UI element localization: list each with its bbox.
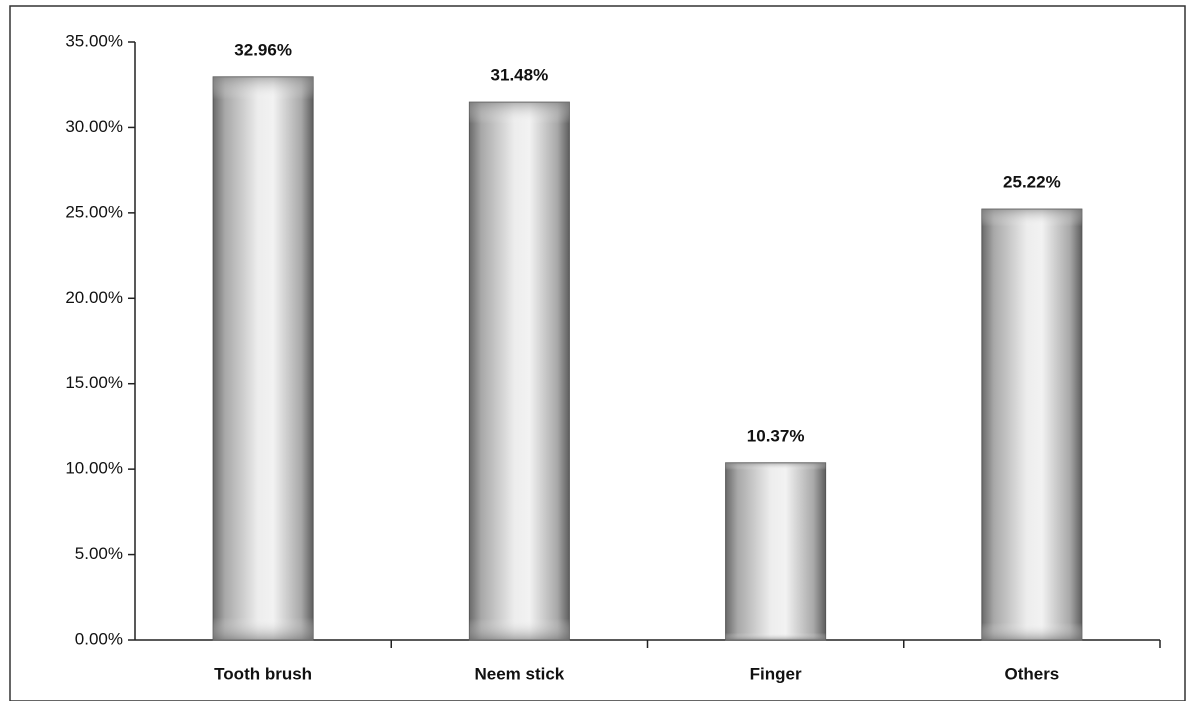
y-tick-label: 30.00%: [65, 117, 123, 136]
chart-frame: [9, 5, 1186, 701]
data-label: 10.37%: [747, 426, 805, 445]
x-tick-label: Neem stick: [474, 664, 564, 683]
y-tick-label: 25.00%: [65, 202, 123, 221]
data-label: 31.48%: [491, 66, 549, 85]
x-tick-label: Others: [1004, 664, 1059, 683]
y-tick-label: 35.00%: [65, 31, 123, 50]
bar: [468, 101, 570, 641]
y-tick-label: 20.00%: [65, 288, 123, 307]
bar: [725, 462, 827, 641]
data-label: 32.96%: [234, 40, 292, 59]
y-tick-label: 0.00%: [75, 629, 123, 648]
y-tick-label: 5.00%: [75, 544, 123, 563]
y-tick-label: 10.00%: [65, 459, 123, 478]
y-tick-label: 15.00%: [65, 373, 123, 392]
x-tick-label: Finger: [750, 664, 802, 683]
x-tick-label: Tooth brush: [214, 664, 312, 683]
data-label: 25.22%: [1003, 173, 1061, 192]
bar: [981, 208, 1083, 641]
bar: [212, 76, 314, 641]
